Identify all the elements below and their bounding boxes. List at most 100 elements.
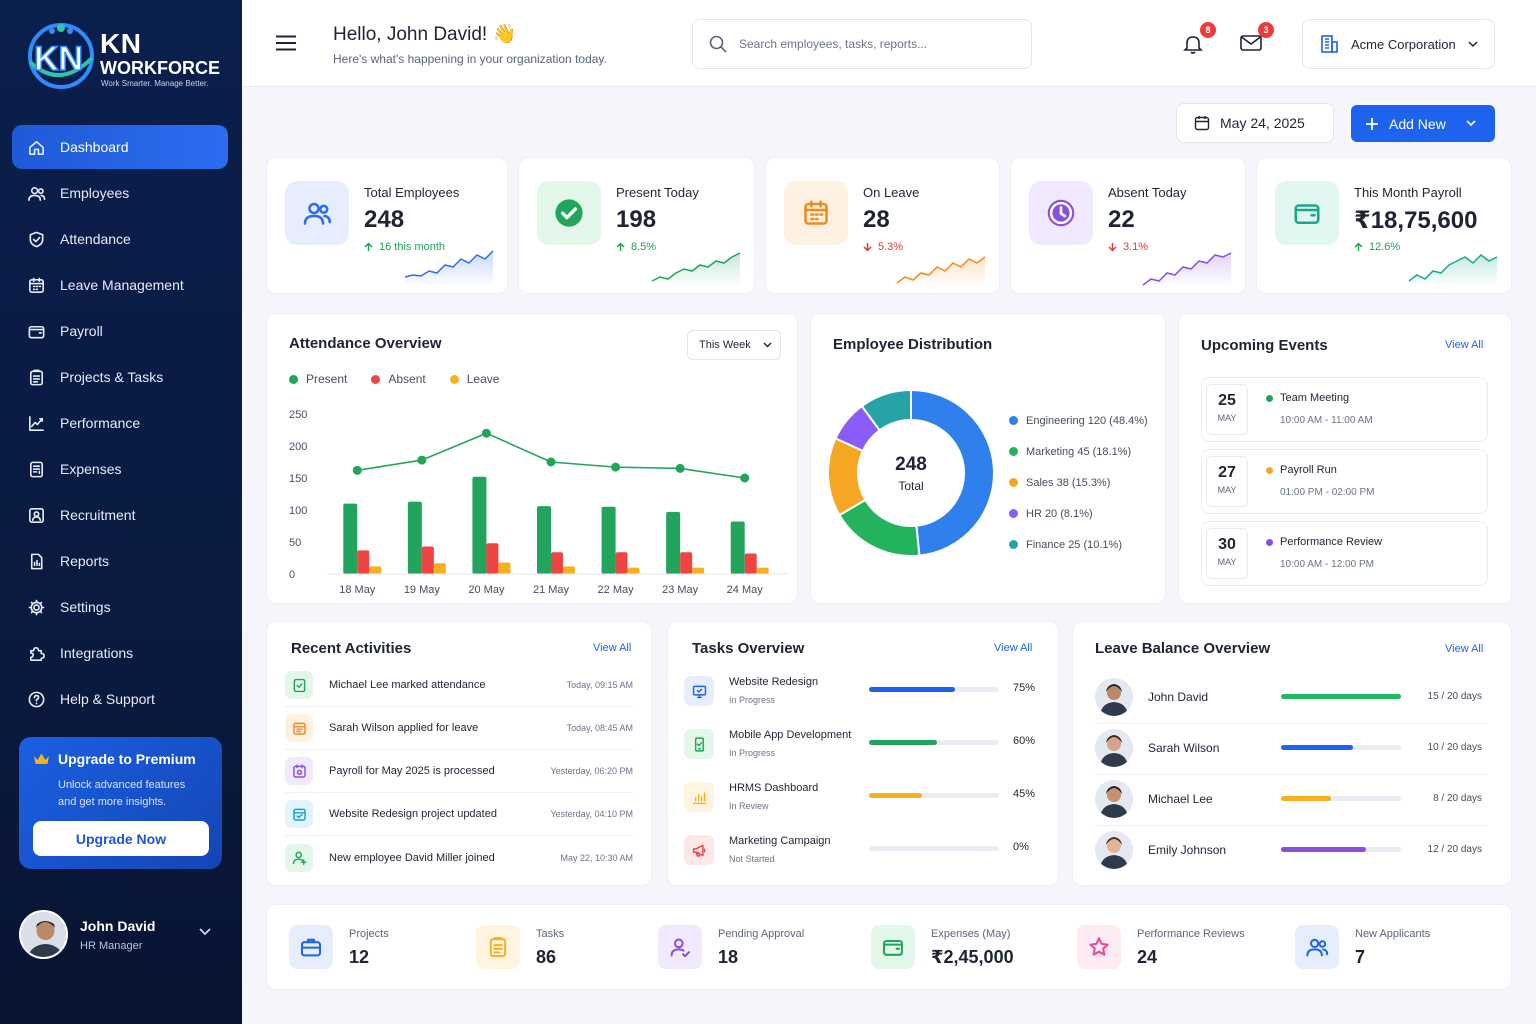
sidebar-item-leave-management[interactable]: Leave Management [12, 263, 228, 307]
user-add-icon [285, 843, 313, 872]
add-new-button[interactable]: Add New [1351, 105, 1495, 142]
sidebar-item-reports[interactable]: Reports [12, 539, 228, 583]
leave-balance-row[interactable]: Michael Lee 8 / 20 days [1095, 776, 1487, 826]
search-input[interactable]: Search employees, tasks, reports... [692, 19, 1032, 69]
events-view-all-link[interactable]: View All [1445, 339, 1484, 351]
trend-point[interactable] [611, 462, 621, 472]
leave-balance-row[interactable]: John David 15 / 20 days [1095, 674, 1487, 724]
brand-logo[interactable]: KN KN WORKFORCE Work Smarter. Manage Bet… [20, 18, 230, 94]
activity-item[interactable]: Michael Lee marked attendance Today, 09:1… [285, 664, 633, 707]
notifications-button[interactable]: 8 [1182, 22, 1216, 60]
event-item[interactable]: 27 MAY Payroll Run 01:00 PM - 02:00 PM [1201, 449, 1488, 514]
sidebar-item-employees[interactable]: Employees [12, 171, 228, 215]
messages-button[interactable]: 3 [1240, 22, 1274, 58]
bar-leave[interactable] [692, 567, 705, 574]
trend-point[interactable] [675, 463, 685, 473]
chevron-down-icon[interactable] [1466, 120, 1476, 127]
x-tick-label: 21 May [533, 584, 570, 596]
bar-absent[interactable] [421, 546, 434, 574]
bar-present[interactable] [472, 476, 487, 574]
trend-point[interactable] [352, 465, 362, 475]
task-item[interactable]: Mobile App Development In Progress 60% [684, 723, 1044, 773]
event-item[interactable]: 25 MAY Team Meeting 10:00 AM - 11:00 AM [1201, 377, 1488, 442]
activity-item[interactable]: New employee David Miller joined May 22, … [285, 836, 633, 879]
task-item[interactable]: Website Redesign In Progress 75% [684, 670, 1044, 720]
sidebar-item-help-support[interactable]: Help & Support [12, 677, 228, 721]
project-icon [285, 800, 313, 828]
task-status: In Progress [729, 748, 776, 758]
stat-card-on-leave[interactable]: On Leave 28 5.3% [765, 157, 1000, 294]
event-item[interactable]: 30 MAY Performance Review 10:00 AM - 12:00 … [1201, 521, 1488, 586]
stat-card-this-month-payroll[interactable]: This Month Payroll ₹18,75,600 12.6% [1256, 157, 1512, 294]
trend-point[interactable] [417, 455, 427, 465]
bar-present[interactable] [537, 506, 551, 574]
sidebar-item-recruitment[interactable]: Recruitment [12, 493, 228, 537]
search-placeholder: Search employees, tasks, reports... [739, 37, 928, 51]
bar-leave[interactable] [369, 566, 382, 574]
bar-absent[interactable] [680, 552, 693, 574]
chevron-down-icon[interactable] [199, 928, 211, 936]
task-item[interactable]: Marketing Campaign Not Started 0% [684, 829, 1044, 879]
sidebar-item-performance[interactable]: Performance [12, 401, 228, 445]
tasks-view-all-link[interactable]: View All [994, 642, 1033, 654]
bar-present[interactable] [601, 506, 616, 574]
sidebar-item-dashboard[interactable]: Dashboard [12, 125, 228, 169]
bar-leave[interactable] [498, 562, 511, 574]
trend-point[interactable] [481, 428, 491, 438]
bar-leave[interactable] [433, 563, 446, 574]
bar-absent[interactable] [551, 552, 563, 574]
bar-absent[interactable] [744, 553, 757, 574]
activity-item[interactable]: Sarah Wilson applied for leave Today, 08:… [285, 707, 633, 750]
event-time: 10:00 AM - 12:00 PM [1280, 559, 1374, 570]
bar-present[interactable] [730, 521, 745, 574]
sidebar-item-attendance[interactable]: Attendance [12, 217, 228, 261]
summary-item-tasks[interactable]: Tasks 86 [476, 925, 656, 969]
bar-present[interactable] [666, 511, 681, 574]
date-picker[interactable]: May 24, 2025 [1176, 103, 1334, 143]
bar-absent[interactable] [357, 550, 370, 574]
company-selector[interactable]: Acme Corporation [1302, 19, 1495, 69]
sidebar-item-integrations[interactable]: Integrations [12, 631, 228, 675]
bar-absent[interactable] [486, 543, 499, 574]
trend-point[interactable] [546, 457, 556, 467]
summary-item-expenses-may[interactable]: Expenses (May) ₹2,45,000 [871, 925, 1051, 969]
stat-card-total-employees[interactable]: Total Employees 248 16 this month [266, 157, 508, 294]
phone-icon [684, 729, 714, 759]
summary-item-performance-reviews[interactable]: Performance Reviews 24 [1077, 925, 1257, 969]
sidebar-item-payroll[interactable]: Payroll [12, 309, 228, 353]
activity-item[interactable]: Payroll for May 2025 is processed Yesterd… [285, 750, 633, 793]
leave-balance-row[interactable]: Sarah Wilson 10 / 20 days [1095, 725, 1487, 775]
leave-balance-row[interactable]: Emily Johnson 12 / 20 days [1095, 827, 1487, 877]
task-item[interactable]: HRMS Dashboard In Review 45% [684, 776, 1044, 826]
premium-card: Upgrade to Premium Unlock advanced featu… [19, 737, 222, 869]
bar-absent[interactable] [615, 552, 628, 574]
stat-card-present-today[interactable]: Present Today 198 8.5% [518, 157, 755, 294]
summary-item-projects[interactable]: Projects 12 [289, 925, 469, 969]
summary-item-pending-approval[interactable]: Pending Approval 18 [658, 925, 838, 969]
activities-view-all-link[interactable]: View All [593, 642, 632, 654]
bar-leave[interactable] [563, 566, 575, 574]
leave-balance-view-all-link[interactable]: View All [1445, 643, 1484, 655]
activity-item[interactable]: Website Redesign project updated Yesterda… [285, 793, 633, 836]
stat-value: ₹18,75,600 [1354, 207, 1478, 234]
bar-leave[interactable] [627, 567, 640, 574]
sidebar-item-projects-tasks[interactable]: Projects & Tasks [12, 355, 228, 399]
menu-icon[interactable] [276, 35, 296, 51]
company-name: Acme Corporation [1351, 36, 1456, 52]
bar-leave[interactable] [756, 567, 769, 574]
clipboard-icon [26, 367, 46, 387]
donut-slice[interactable] [860, 388, 912, 432]
sidebar-item-expenses[interactable]: Expenses [12, 447, 228, 491]
stat-card-absent-today[interactable]: Absent Today 22 3.1% [1010, 157, 1246, 294]
trend-point[interactable] [740, 473, 750, 483]
summary-item-new-applicants[interactable]: New Applicants 7 [1295, 925, 1475, 969]
leave-progress-bar [1281, 694, 1401, 699]
sidebar-item-settings[interactable]: Settings [12, 585, 228, 629]
x-tick-label: 20 May [468, 584, 505, 596]
bar-present[interactable] [343, 503, 358, 574]
upgrade-now-button[interactable]: Upgrade Now [33, 821, 209, 856]
bar-present[interactable] [407, 501, 422, 574]
week-filter-select[interactable]: This Week [687, 330, 781, 360]
user-profile[interactable]: John David HR Manager [19, 910, 229, 962]
donut-slice[interactable] [910, 388, 995, 557]
